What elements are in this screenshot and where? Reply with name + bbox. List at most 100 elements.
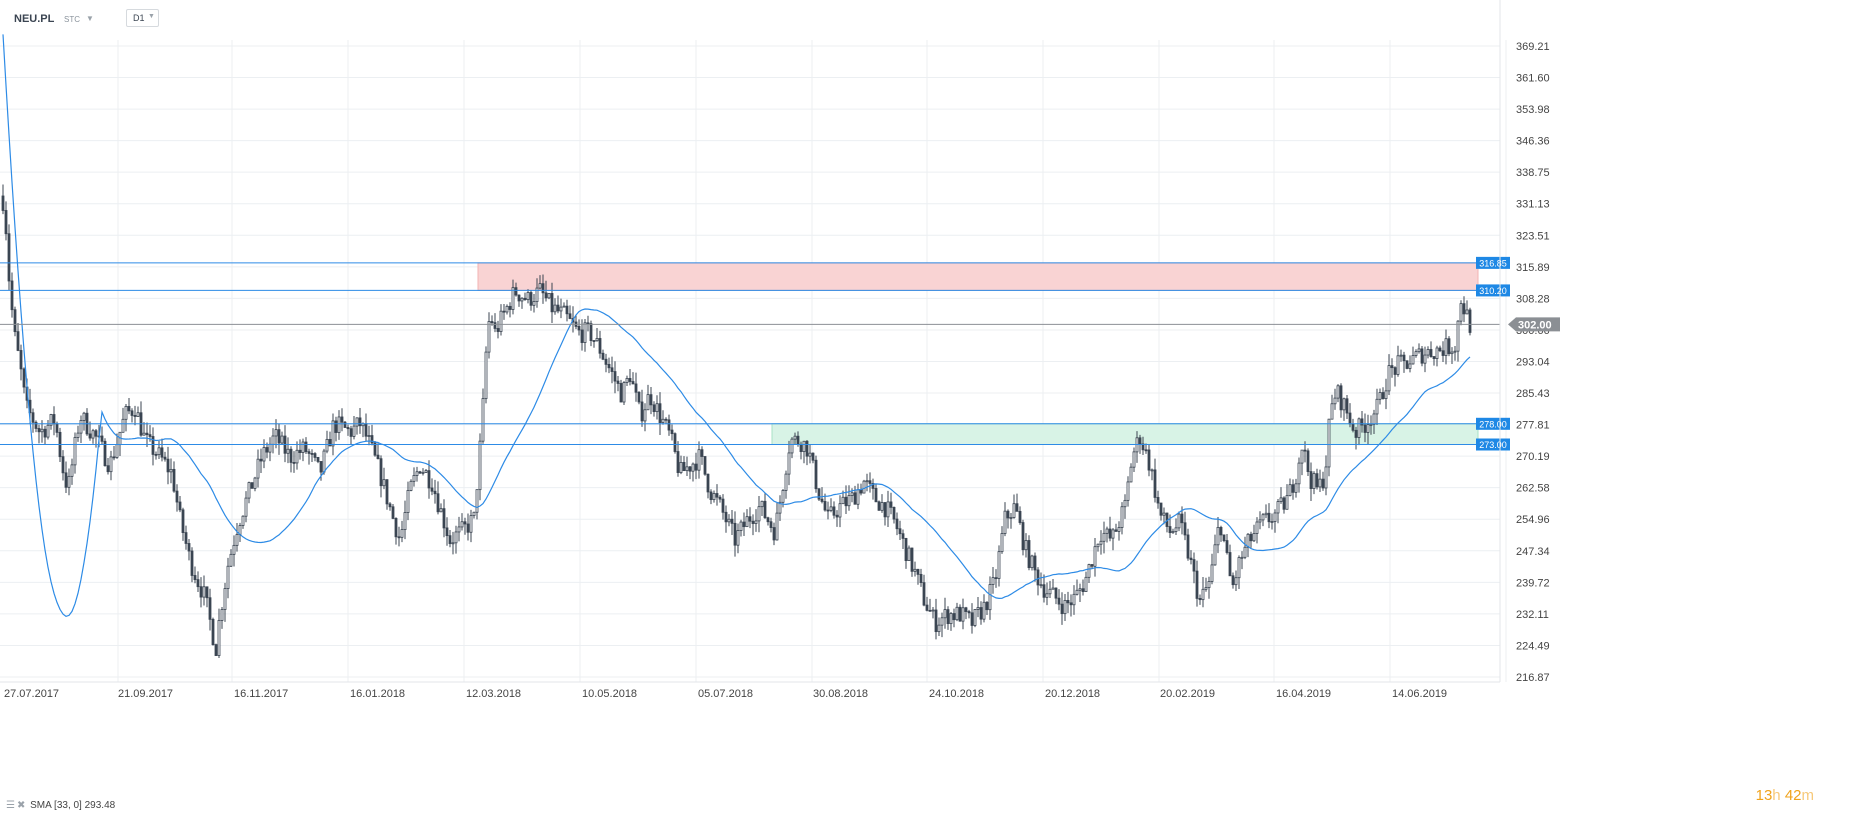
candle-body [616,380,620,384]
chevron-down-icon[interactable]: ▼ [86,14,94,23]
candle-body [1459,303,1463,322]
candle-body [844,496,848,507]
candle-body [1105,528,1109,534]
candle-body [1432,356,1436,359]
candle-body [1027,540,1031,569]
candle-body [1423,354,1427,364]
candle-body [175,490,179,503]
candle-body [628,378,632,382]
candle-body [622,382,626,403]
y-tick-label: 277.81 [1516,420,1550,432]
candle-body [1207,581,1211,588]
candle-body [181,509,185,533]
candlesticks [1,184,1472,658]
candle-body [1312,473,1316,489]
candle-body [976,607,980,610]
candle-body [475,489,479,513]
candle-body [1186,534,1190,559]
candle-body [643,409,647,422]
candle-body [1441,350,1445,356]
candle-body [739,521,743,531]
sma-line [2,34,1471,617]
candle-body [697,449,701,471]
candle-body [1012,503,1016,518]
candle-body [658,403,662,424]
candle-body [469,515,473,533]
candle-body [979,607,983,620]
candle-body [940,617,944,626]
candle-body [415,471,419,476]
candle-body [364,423,368,437]
candle-body [382,479,386,487]
candle-body [253,477,257,489]
candle-body [877,501,881,511]
candle-body [883,502,887,518]
candle-body [781,490,785,503]
candle-body [910,547,914,572]
candle-body [526,292,530,301]
candle-body [43,428,47,438]
market-label[interactable]: STC [64,15,80,24]
candle-body [1222,534,1226,541]
candle-body [1093,546,1097,567]
candle-body [1099,540,1103,545]
y-tick-label: 254.96 [1516,514,1550,526]
candle-body [103,440,107,467]
candle-body [1171,531,1175,534]
y-tick-label: 353.98 [1516,104,1550,116]
price-axis[interactable]: 369.21 361.60 353.98 346.36 338.75 331.13 323.… [1499,0,1560,684]
candle-body [1468,309,1472,333]
candle-body [1384,390,1388,400]
candle-body [1339,385,1343,411]
bars-icon[interactable]: ☰ [6,800,15,811]
candle-body [418,471,422,474]
candle-body [1309,471,1313,489]
candle-body [1234,577,1238,586]
price-zones [477,262,1479,446]
candle-body [802,440,806,453]
candle-body [1294,483,1298,493]
candle-body [19,350,23,370]
candle-body [487,321,491,353]
indicator-legend: ☰ ✖ SMA [33, 0] 293.48 [6,800,115,811]
candle-body [205,586,209,599]
candle-body [496,328,500,332]
candle-body [937,624,941,633]
candle-body [1231,575,1235,586]
candle-body [898,528,902,535]
x-tick-label: 12.03.2018 [466,688,521,700]
candle-body [787,452,791,475]
candle-body [535,287,539,303]
close-icon[interactable]: ✖ [16,800,26,811]
indicator-label: SMA [33, 0] 293.48 [30,800,116,811]
time-axis[interactable]: 27.07.2017 21.09.2017 16.11.2017 16.01.2018… [0,681,1500,700]
candle-body [358,417,362,427]
candle-body [1174,527,1178,532]
candle-body [445,527,449,537]
candle-body [490,321,494,324]
y-tick-label: 247.34 [1516,546,1550,558]
timer-minutes: 42 [1784,787,1802,804]
y-tick-label: 293.04 [1516,357,1550,369]
candle-body [1180,513,1184,524]
candle-body [664,418,668,421]
interval-selector[interactable]: D1 ▼ [126,9,159,27]
candle-body [856,489,860,505]
candle-body [1450,351,1454,355]
candle-body [1405,360,1409,369]
candle-body [814,459,818,490]
candle-body [1144,449,1148,452]
candle-body [1318,478,1322,488]
candle-body [1009,517,1013,519]
candle-body [823,501,827,511]
candle-body [1126,481,1130,501]
level-badge [1476,438,1510,451]
x-tick-label: 21.09.2017 [118,688,173,700]
candle-body [718,496,722,500]
symbol-label[interactable]: NEU.PL [14,13,55,25]
candle-body [895,518,899,530]
x-tick-label: 10.05.2018 [582,688,637,700]
candle-body [1336,385,1340,399]
x-tick-label: 20.12.2018 [1045,688,1100,700]
